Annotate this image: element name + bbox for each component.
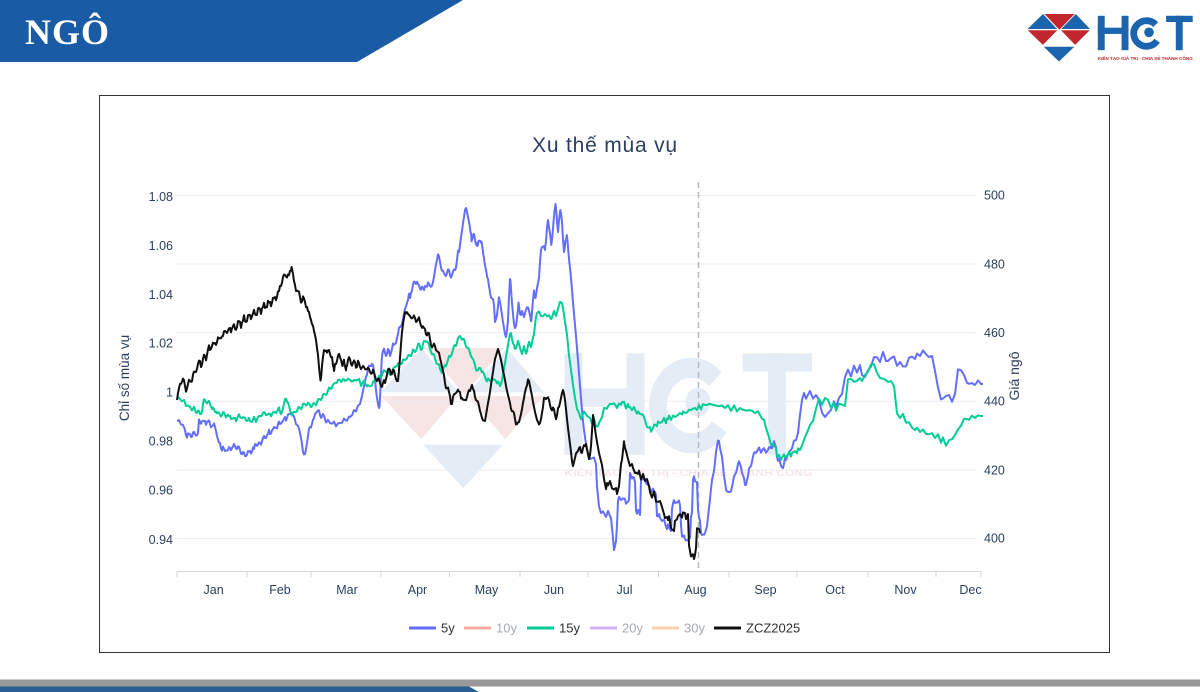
svg-text:460: 460 xyxy=(984,326,1005,340)
svg-text:Sep: Sep xyxy=(754,583,776,597)
svg-text:Giá ngô: Giá ngô xyxy=(1006,351,1022,400)
svg-text:1.02: 1.02 xyxy=(149,337,173,351)
svg-text:1.08: 1.08 xyxy=(149,190,173,204)
svg-text:0.98: 0.98 xyxy=(149,435,173,449)
svg-text:10y: 10y xyxy=(496,621,517,636)
svg-text:480: 480 xyxy=(984,257,1005,271)
svg-text:400: 400 xyxy=(984,532,1005,546)
svg-text:Xu thế mùa vụ: Xu thế mùa vụ xyxy=(532,134,678,157)
svg-text:1.06: 1.06 xyxy=(149,239,173,253)
svg-text:15y: 15y xyxy=(559,621,580,636)
svg-text:420: 420 xyxy=(984,463,1005,477)
svg-text:Oct: Oct xyxy=(825,583,845,597)
svg-text:May: May xyxy=(475,583,499,597)
svg-text:Jan: Jan xyxy=(204,583,224,597)
svg-text:Feb: Feb xyxy=(269,583,291,597)
svg-text:KIẾN TẠO GIÁ TRỊ - CHIA SẺ THÀ: KIẾN TẠO GIÁ TRỊ - CHIA SẺ THÀNH CÔNG xyxy=(564,466,812,478)
svg-text:KIẾN TẠO GIÁ TRỊ - CHIA SẺ THÀ: KIẾN TẠO GIÁ TRỊ - CHIA SẺ THÀNH CÔNG xyxy=(1098,54,1193,61)
svg-text:Apr: Apr xyxy=(408,583,427,597)
svg-text:Mar: Mar xyxy=(336,583,358,597)
svg-text:500: 500 xyxy=(984,189,1005,203)
svg-text:Jun: Jun xyxy=(544,583,564,597)
svg-text:NGÔ: NGÔ xyxy=(25,12,110,52)
svg-text:1.04: 1.04 xyxy=(149,288,173,302)
svg-text:Aug: Aug xyxy=(684,583,706,597)
svg-text:20y: 20y xyxy=(622,621,643,636)
svg-text:440: 440 xyxy=(984,395,1005,409)
svg-text:0.94: 0.94 xyxy=(149,533,173,547)
svg-text:Chỉ số mùa vụ: Chỉ số mùa vụ xyxy=(117,335,132,421)
svg-text:30y: 30y xyxy=(684,621,705,636)
svg-text:0.96: 0.96 xyxy=(149,484,173,498)
svg-text:5y: 5y xyxy=(441,621,455,636)
svg-text:Nov: Nov xyxy=(894,583,917,597)
svg-text:Dec: Dec xyxy=(959,583,981,597)
svg-text:Jul: Jul xyxy=(617,583,633,597)
svg-text:ZCZ2025: ZCZ2025 xyxy=(746,621,800,636)
svg-text:1: 1 xyxy=(166,385,173,399)
